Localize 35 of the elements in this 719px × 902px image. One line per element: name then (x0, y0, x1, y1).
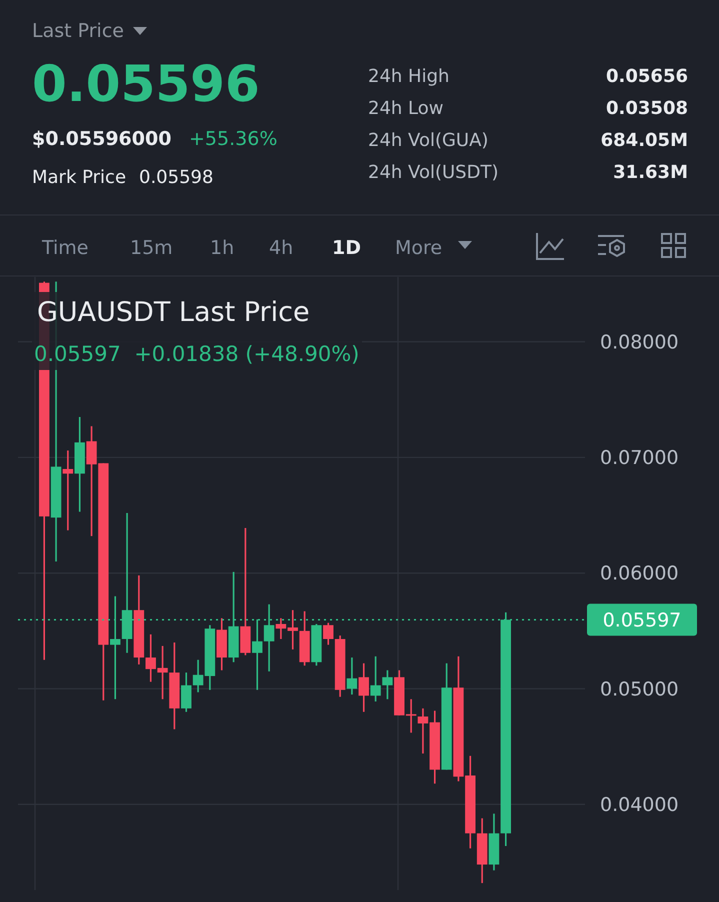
candlestick (370, 656, 381, 702)
candlestick (62, 450, 74, 532)
candlestick (323, 622, 334, 646)
text: 0.03508 (606, 98, 688, 119)
y-tick-label: 0.05000 (600, 678, 679, 700)
text: Last Price (32, 20, 124, 42)
text: Time (41, 237, 88, 259)
text: +55.36% (189, 128, 278, 150)
text: 0.05656 (606, 66, 688, 87)
y-tick-label: 0.04000 (600, 794, 679, 816)
text: 4h (269, 237, 294, 259)
text: 15m (130, 237, 173, 259)
candlestick (358, 662, 369, 713)
text: 24h Vol(GUA) (368, 130, 488, 151)
text: 1h (210, 237, 234, 259)
text: More (395, 237, 442, 259)
y-tick-label: 0.06000 (600, 562, 679, 585)
text: 24h Low (368, 98, 444, 119)
text: 1D (332, 237, 361, 259)
candlestick (346, 656, 358, 696)
ref-line-label: 0.05597 (602, 609, 682, 632)
text: 0.05598 (139, 167, 214, 188)
y-tick-label: 0.07000 (600, 447, 679, 470)
text: 684.05M (600, 130, 688, 151)
text: 0.05597 +0.01838 (+48.90%) (34, 342, 360, 366)
text: 31.63M (613, 162, 688, 183)
text: GUAUSDT Last Price (37, 297, 310, 328)
candlestick (382, 669, 393, 700)
candlestick (181, 672, 192, 713)
text: 0.05596 (32, 55, 260, 113)
text: Mark Price (32, 167, 126, 188)
text: $0.05596000 (32, 128, 172, 150)
text: 24h High (368, 66, 450, 87)
text: 24h Vol(USDT) (368, 162, 498, 183)
y-tick-label: 0.08000 (600, 331, 679, 354)
